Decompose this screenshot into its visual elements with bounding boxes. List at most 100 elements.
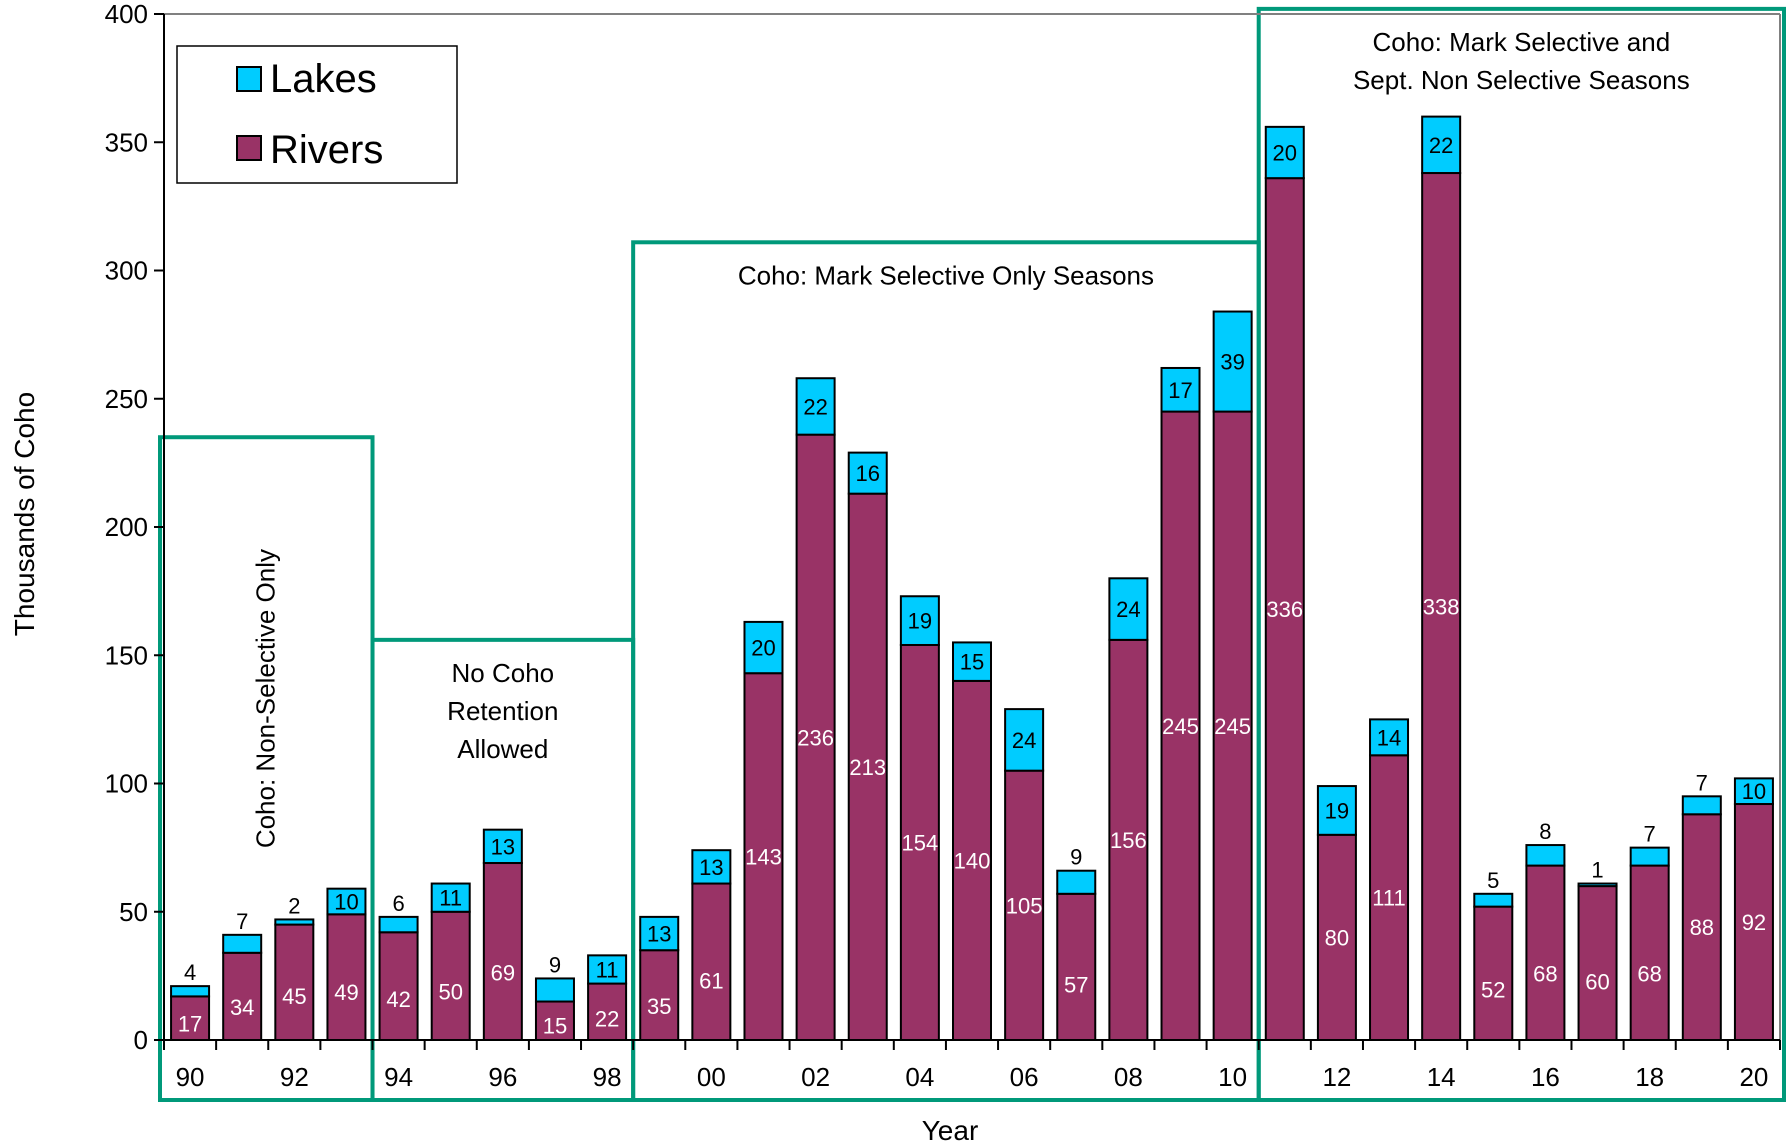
data-label-rivers: 50: [438, 979, 462, 1004]
x-tick-label: 06: [1010, 1062, 1039, 1092]
data-label-rivers: 245: [1214, 714, 1251, 739]
bar-rivers: [534, 1000, 575, 1042]
data-label-lakes: 17: [1168, 378, 1192, 403]
data-label-lakes: 7: [1644, 822, 1656, 847]
data-label-rivers: 154: [902, 830, 939, 855]
y-axis-title: Thousands of Coho: [9, 392, 40, 636]
x-tick-label: 96: [488, 1062, 517, 1092]
bar-lakes: [1629, 846, 1670, 867]
data-label-rivers: 336: [1266, 597, 1303, 622]
data-label-rivers: 69: [491, 961, 515, 986]
bar-lakes: [1212, 310, 1253, 413]
bar-rivers: [1473, 905, 1514, 1041]
bar-rivers: [430, 910, 471, 1041]
bar-lakes: [430, 882, 471, 913]
data-label-lakes: 13: [491, 834, 515, 859]
bar-lakes: [1369, 718, 1410, 757]
data-label-rivers: 338: [1423, 595, 1460, 620]
bar-rivers: [326, 913, 367, 1041]
y-tick-label: 250: [105, 384, 148, 414]
x-tick-label: 20: [1739, 1062, 1768, 1092]
data-label-lakes: 7: [1696, 770, 1708, 795]
data-label-lakes: 15: [960, 650, 984, 675]
bar-lakes: [639, 915, 680, 952]
bar-lakes: [1160, 366, 1201, 413]
bar-lakes: [1525, 844, 1566, 867]
data-label-rivers: 68: [1533, 962, 1557, 987]
bar-rivers: [1160, 410, 1201, 1041]
bar-lakes: [170, 985, 211, 998]
bar-rivers: [795, 433, 836, 1042]
data-label-lakes: 8: [1539, 819, 1551, 844]
bar-rivers: [691, 882, 732, 1041]
bar-rivers: [482, 862, 523, 1042]
y-tick-label: 300: [105, 256, 148, 286]
bar-lakes: [847, 451, 888, 495]
bar-lakes: [378, 915, 419, 934]
bar-rivers: [1733, 803, 1774, 1042]
bar-lakes: [1421, 115, 1462, 175]
x-tick-label: 04: [905, 1062, 934, 1092]
data-label-rivers: 68: [1637, 962, 1661, 987]
data-label-lakes: 24: [1012, 728, 1036, 753]
data-label-lakes: 19: [1325, 798, 1349, 823]
data-label-rivers: 143: [745, 845, 782, 870]
x-tick-label: 02: [801, 1062, 830, 1092]
legend: Lakes Rivers: [176, 45, 458, 184]
data-label-rivers: 60: [1585, 970, 1609, 995]
region-labels-layer: Coho: Non-Selective Only No Coho Retention…: [250, 27, 1689, 848]
bar-lakes: [1473, 892, 1514, 908]
bar-lakes: [274, 918, 315, 926]
data-label-rivers: 92: [1742, 910, 1766, 935]
legend-box: [176, 45, 458, 184]
data-label-lakes: 6: [392, 891, 404, 916]
data-label-rivers: 213: [849, 755, 886, 780]
x-tick-label: 18: [1635, 1062, 1664, 1092]
data-label-rivers: 245: [1162, 714, 1199, 739]
bar-rivers: [170, 995, 211, 1042]
data-label-rivers: 49: [334, 980, 358, 1005]
x-tick-label: 94: [384, 1062, 413, 1092]
bar-rivers: [274, 923, 315, 1042]
data-label-rivers: 42: [386, 987, 410, 1012]
data-label-lakes: 13: [647, 922, 671, 947]
regions-layer: [158, 6, 1787, 1103]
data-label-lakes: 1: [1591, 858, 1603, 883]
bar-lakes: [534, 977, 575, 1003]
bar-rivers: [847, 492, 888, 1041]
data-label-rivers: 22: [595, 1007, 619, 1032]
legend-swatch-rivers: [236, 135, 262, 161]
x-tick-label: 10: [1218, 1062, 1247, 1092]
bar-lakes: [222, 933, 263, 954]
data-label-lakes: 7: [236, 909, 248, 934]
data-label-lakes: 2: [288, 893, 300, 918]
data-label-lakes: 39: [1220, 350, 1244, 375]
bar-lakes: [587, 954, 628, 985]
data-label-rivers: 35: [647, 994, 671, 1019]
data-label-lakes: 13: [699, 855, 723, 880]
y-tick-label: 100: [105, 769, 148, 799]
data-label-rivers: 80: [1325, 925, 1349, 950]
data-label-lakes: 20: [1273, 141, 1297, 166]
bar-rivers: [743, 672, 784, 1042]
x-tick-label: 00: [697, 1062, 726, 1092]
bar-rivers: [1264, 177, 1305, 1042]
y-tick-label: 0: [134, 1025, 148, 1055]
x-tick-label: 12: [1322, 1062, 1351, 1092]
y-tick-label: 150: [105, 640, 148, 670]
bar-rivers: [952, 679, 992, 1042]
region-label: Allowed: [457, 734, 548, 764]
data-label-lakes: 11: [596, 957, 619, 982]
data-label-lakes: 24: [1116, 597, 1140, 622]
region-label: No Coho: [452, 658, 555, 688]
data-label-rivers: 57: [1064, 972, 1088, 997]
y-tick-label: 200: [105, 512, 148, 542]
bar-rivers: [1629, 864, 1670, 1042]
bar-lakes: [1316, 785, 1357, 836]
bar-lakes: [1004, 708, 1045, 772]
data-label-lakes: 14: [1377, 725, 1401, 750]
data-label-lakes: 4: [184, 960, 196, 985]
data-label-lakes: 16: [855, 461, 879, 486]
data-label-lakes: 22: [1429, 133, 1453, 158]
